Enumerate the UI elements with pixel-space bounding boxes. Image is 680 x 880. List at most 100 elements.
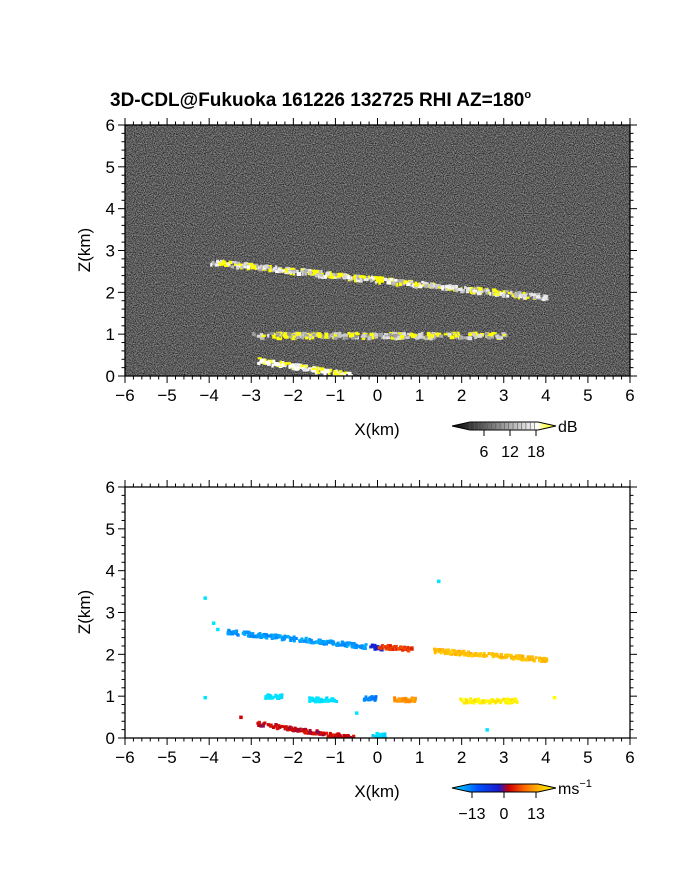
intensity-mark <box>303 270 308 273</box>
intensity-ytick-label: 4 <box>106 200 115 219</box>
velocity-mark <box>521 655 525 659</box>
intensity-mark <box>254 267 257 271</box>
intensity-mark <box>223 264 229 268</box>
velocity-mark <box>383 734 387 738</box>
intensity-mark <box>306 368 310 372</box>
intensity-mark <box>375 279 379 283</box>
velocity-mark <box>448 650 452 654</box>
velocity-point <box>552 695 557 700</box>
intensity-mark <box>281 331 285 336</box>
velocity-mark <box>376 735 380 738</box>
intensity-mark <box>229 261 233 265</box>
velocity-mark <box>543 659 547 663</box>
intensity-mark <box>269 268 274 271</box>
intensity-mark <box>385 336 391 340</box>
velocity-mark <box>490 698 494 702</box>
velocity-mark <box>388 644 392 648</box>
velocity-mark <box>268 634 272 638</box>
intensity-mark <box>386 280 392 285</box>
velocity-background <box>125 487 630 738</box>
intensity-mark <box>266 266 271 270</box>
velocity-mark <box>227 631 231 635</box>
velocity-mark <box>515 654 519 658</box>
intensity-mark <box>478 290 482 294</box>
velocity-mark <box>343 643 347 647</box>
intensity-mark <box>299 331 305 334</box>
intensity-mark <box>353 274 356 279</box>
velocity-point <box>203 596 207 600</box>
intensity-mark <box>380 336 384 340</box>
intensity-xtick-label: 0 <box>373 386 382 405</box>
velocity-mark <box>512 657 516 661</box>
velocity-mark <box>470 653 474 657</box>
velocity-mark <box>373 697 377 701</box>
velocity-xtick-label: 6 <box>625 748 634 767</box>
velocity-mark <box>482 651 486 655</box>
velocity-mark <box>335 700 339 704</box>
velocity-colorbar: ms−1 −13 0 13 <box>451 778 592 823</box>
velocity-mark <box>312 641 316 645</box>
intensity-mark <box>308 270 313 275</box>
intensity-mark <box>451 332 454 335</box>
velocity-mark <box>502 656 506 660</box>
velocity-point <box>437 579 441 584</box>
intensity-mark <box>272 269 276 272</box>
intensity-mark <box>310 273 315 276</box>
velocity-mark <box>510 698 514 702</box>
velocity-mark <box>280 638 284 642</box>
velocity-mark <box>374 734 378 738</box>
velocity-mark <box>542 657 546 661</box>
intensity-xtick-label: −6 <box>115 386 134 405</box>
velocity-mark <box>510 656 514 660</box>
intensity-xtick-label: 5 <box>583 386 592 405</box>
intensity-mark <box>477 333 483 338</box>
velocity-mark <box>297 728 301 732</box>
intensity-mark <box>221 259 225 264</box>
intensity-mark <box>259 360 262 364</box>
velocity-mark <box>462 701 466 705</box>
intensity-mark <box>454 287 458 290</box>
intensity-mark <box>320 275 326 279</box>
intensity-mark <box>324 334 329 339</box>
velocity-mark <box>459 697 463 701</box>
intensity-mark <box>392 331 398 334</box>
intensity-mark <box>319 367 325 371</box>
velocity-mark <box>308 697 312 701</box>
intensity-mark <box>324 274 327 279</box>
intensity-mark <box>323 372 327 376</box>
velocity-mark <box>316 730 320 734</box>
velocity-mark <box>275 636 279 640</box>
velocity-mark <box>292 635 296 639</box>
velocity-mark <box>453 652 457 656</box>
intensity-mark <box>407 332 412 335</box>
intensity-mark <box>285 266 291 270</box>
velocity-mark <box>272 695 276 699</box>
intensity-mark <box>269 332 274 335</box>
velocity-mark <box>451 648 455 652</box>
intensity-mark <box>334 273 338 277</box>
intensity-mark <box>467 336 473 341</box>
intensity-mark <box>399 335 405 339</box>
velocity-mark <box>391 648 395 652</box>
intensity-mark <box>514 294 518 298</box>
intensity-mark <box>292 270 295 275</box>
velocity-ytick-label: 5 <box>106 520 115 539</box>
intensity-mark <box>435 284 439 287</box>
velocity-mark <box>229 630 233 634</box>
velocity-mark <box>364 695 368 699</box>
intensity-mark <box>396 335 400 340</box>
intensity-mark <box>292 335 297 338</box>
velocity-mark <box>340 736 344 738</box>
velocity-mark <box>477 697 481 701</box>
intensity-mark <box>330 273 336 278</box>
velocity-mark <box>373 647 377 651</box>
intensity-mark <box>286 268 291 271</box>
intensity-mark <box>267 334 270 338</box>
velocity-xtick-label: −2 <box>284 748 303 767</box>
intensity-mark <box>502 290 506 294</box>
velocity-mark <box>403 647 407 651</box>
intensity-mark <box>512 294 516 298</box>
intensity-mark <box>424 335 428 338</box>
velocity-xtick-label: −4 <box>199 748 218 767</box>
intensity-mark <box>219 262 225 265</box>
